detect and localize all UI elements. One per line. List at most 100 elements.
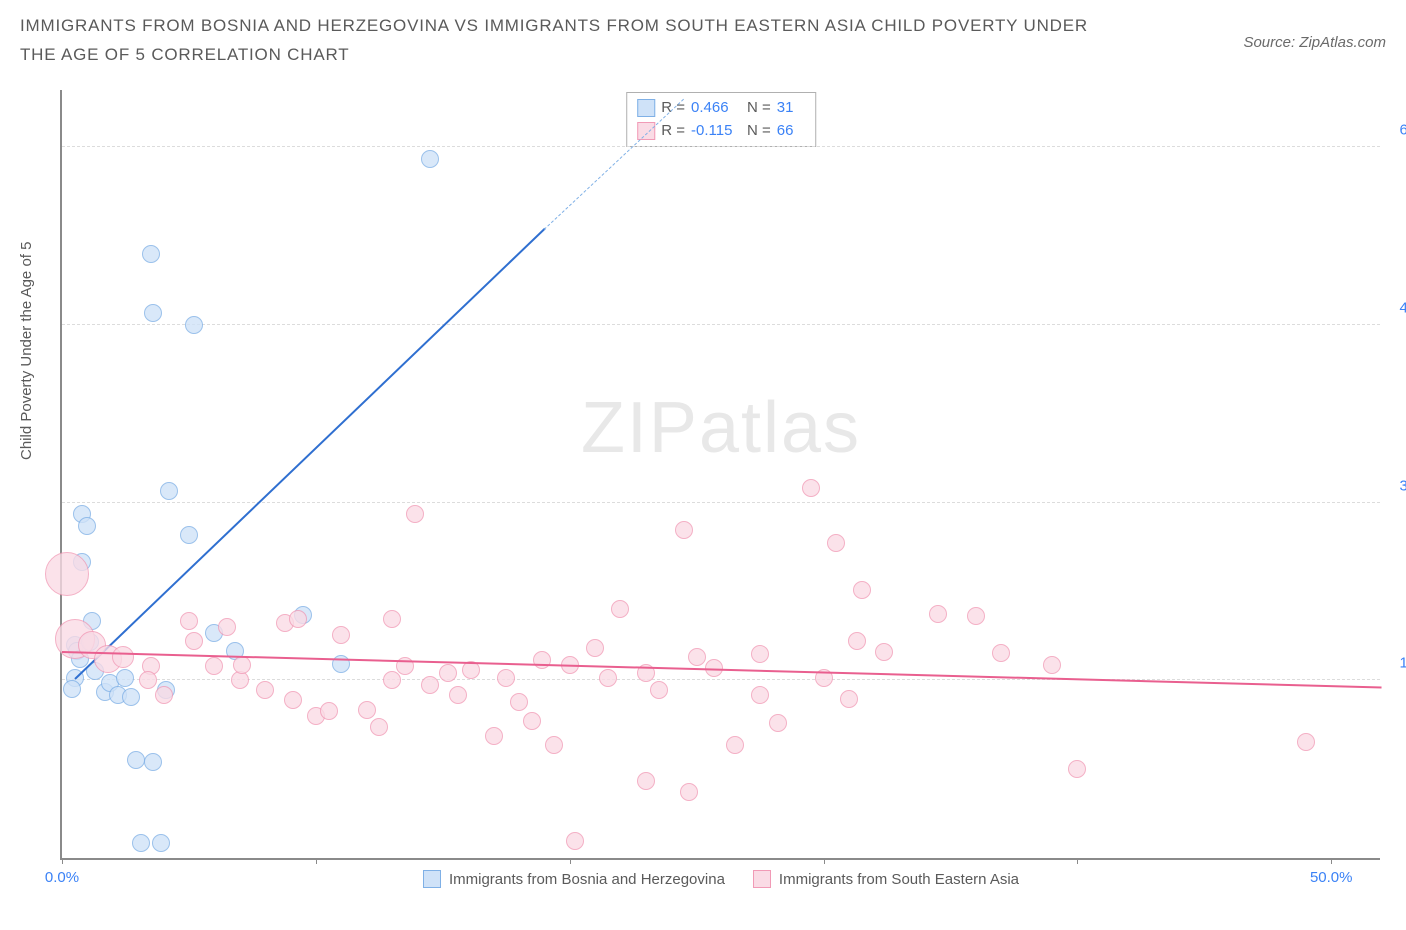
scatter-point xyxy=(127,751,145,769)
scatter-point xyxy=(289,610,307,628)
gridline xyxy=(62,146,1380,147)
y-tick-label: 30.0% xyxy=(1399,477,1406,494)
x-tick xyxy=(1331,858,1332,864)
scatter-point xyxy=(218,618,236,636)
scatter-point xyxy=(155,686,173,704)
y-tick-label: 45.0% xyxy=(1399,299,1406,316)
scatter-point xyxy=(406,505,424,523)
watermark-thin: atlas xyxy=(699,388,861,468)
y-tick-label: 15.0% xyxy=(1399,655,1406,672)
scatter-point xyxy=(1297,733,1315,751)
x-tick xyxy=(570,858,571,864)
x-tick xyxy=(316,858,317,864)
x-tick xyxy=(1077,858,1078,864)
scatter-point xyxy=(967,607,985,625)
scatter-point xyxy=(497,669,515,687)
scatter-point xyxy=(144,753,162,771)
scatter-point xyxy=(802,479,820,497)
scatter-point xyxy=(545,736,563,754)
scatter-point xyxy=(751,645,769,663)
stats-r-value: -0.115 xyxy=(691,120,741,143)
scatter-point xyxy=(231,671,249,689)
scatter-point xyxy=(185,632,203,650)
stats-n-value: 66 xyxy=(777,120,805,143)
scatter-point xyxy=(439,664,457,682)
scatter-point xyxy=(929,605,947,623)
scatter-point xyxy=(688,648,706,666)
scatter-point xyxy=(421,150,439,168)
scatter-point xyxy=(510,693,528,711)
scatter-point xyxy=(383,671,401,689)
scatter-point xyxy=(116,669,134,687)
scatter-point xyxy=(875,643,893,661)
stats-n-label: N = xyxy=(747,120,771,143)
x-tick-label: 50.0% xyxy=(1310,869,1353,886)
scatter-point xyxy=(680,783,698,801)
scatter-point xyxy=(370,718,388,736)
scatter-point xyxy=(180,612,198,630)
scatter-point xyxy=(992,644,1010,662)
scatter-point xyxy=(284,691,302,709)
scatter-point xyxy=(63,680,81,698)
scatter-point xyxy=(320,702,338,720)
scatter-point xyxy=(144,304,162,322)
scatter-point xyxy=(185,316,203,334)
scatter-point xyxy=(599,669,617,687)
scatter-point xyxy=(160,482,178,500)
scatter-point xyxy=(122,688,140,706)
scatter-point xyxy=(383,610,401,628)
plot-area: ZIPatlas R =0.466N =31R =-0.115N =66 Imm… xyxy=(60,90,1380,860)
legend-label: Immigrants from Bosnia and Herzegovina xyxy=(449,871,725,888)
scatter-point xyxy=(751,686,769,704)
scatter-point xyxy=(853,581,871,599)
scatter-point xyxy=(485,727,503,745)
stats-box: R =0.466N =31R =-0.115N =66 xyxy=(626,92,816,147)
scatter-point xyxy=(566,832,584,850)
scatter-point xyxy=(726,736,744,754)
scatter-point xyxy=(78,517,96,535)
stats-swatch xyxy=(637,122,655,140)
scatter-point xyxy=(1043,656,1061,674)
scatter-point xyxy=(848,632,866,650)
scatter-point xyxy=(205,657,223,675)
scatter-point xyxy=(523,712,541,730)
stats-n-value: 31 xyxy=(777,97,805,120)
scatter-point xyxy=(358,701,376,719)
source-attribution: Source: ZipAtlas.com xyxy=(1243,12,1386,51)
scatter-point xyxy=(112,646,134,668)
gridline xyxy=(62,679,1380,680)
stats-n-label: N = xyxy=(747,97,771,120)
scatter-point xyxy=(152,834,170,852)
scatter-point xyxy=(332,626,350,644)
stats-swatch xyxy=(637,99,655,117)
scatter-point xyxy=(637,772,655,790)
watermark-bold: ZIP xyxy=(581,388,699,468)
scatter-point xyxy=(675,521,693,539)
stats-r-value: 0.466 xyxy=(691,97,741,120)
scatter-point xyxy=(233,656,251,674)
x-tick xyxy=(62,858,63,864)
chart-title: IMMIGRANTS FROM BOSNIA AND HERZEGOVINA V… xyxy=(20,12,1120,70)
stats-row: R =0.466N =31 xyxy=(637,97,805,120)
scatter-point xyxy=(611,600,629,618)
scatter-point xyxy=(1068,760,1086,778)
x-tick-label: 0.0% xyxy=(45,869,79,886)
scatter-point xyxy=(769,714,787,732)
x-tick xyxy=(824,858,825,864)
legend-swatch xyxy=(753,870,771,888)
legend-label: Immigrants from South Eastern Asia xyxy=(779,871,1019,888)
legend-item: Immigrants from South Eastern Asia xyxy=(753,870,1019,888)
scatter-point xyxy=(256,681,274,699)
scatter-point xyxy=(533,651,551,669)
watermark: ZIPatlas xyxy=(581,387,861,469)
y-axis-label: Child Poverty Under the Age of 5 xyxy=(18,242,35,460)
scatter-point xyxy=(650,681,668,699)
scatter-point xyxy=(827,534,845,552)
y-tick-label: 60.0% xyxy=(1399,122,1406,139)
scatter-point xyxy=(142,245,160,263)
legend-swatch xyxy=(423,870,441,888)
scatter-point xyxy=(421,676,439,694)
scatter-point xyxy=(45,552,89,596)
gridline xyxy=(62,324,1380,325)
stats-row: R =-0.115N =66 xyxy=(637,120,805,143)
